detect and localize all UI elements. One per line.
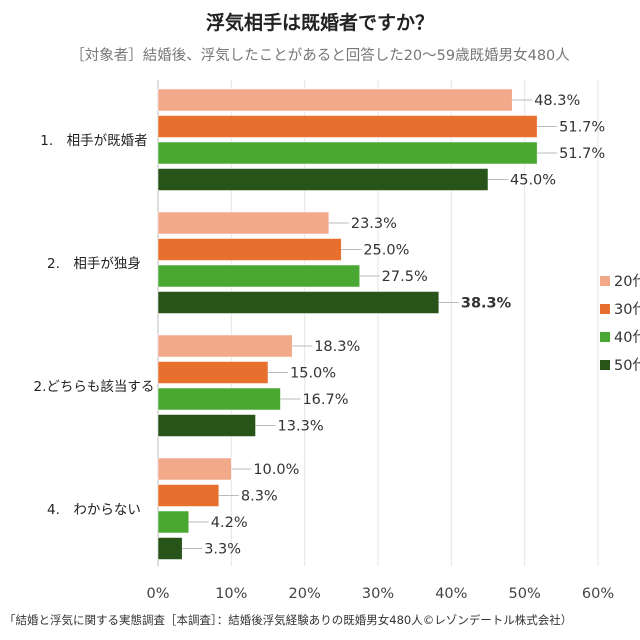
data-label: 3.3% <box>204 542 241 558</box>
category-label: 4. わからない <box>47 502 141 518</box>
bar <box>157 141 538 165</box>
data-label: 51.7% <box>559 146 605 162</box>
x-tick-label: 50% <box>509 586 541 602</box>
x-tick-label: 30% <box>362 586 394 602</box>
bar <box>157 457 232 481</box>
bar <box>157 510 190 534</box>
bar <box>157 537 183 560</box>
data-label: 23.3% <box>351 216 397 232</box>
data-label: 25.0% <box>363 243 409 259</box>
bar <box>157 414 256 437</box>
bar <box>157 361 269 384</box>
x-tick-label: 20% <box>289 586 321 602</box>
source-note: 「結婚と浮気に関する実態調査［本調査］：結婚後浮気経験ありの既婚男女480人©レ… <box>4 613 573 627</box>
bar <box>157 387 281 411</box>
bar <box>157 115 538 138</box>
bar <box>157 238 342 261</box>
bar <box>157 291 440 314</box>
data-label: 38.3% <box>461 296 512 312</box>
bar <box>157 334 293 358</box>
chart-subtitle: ［対象者］結婚後、浮気したことがあると回答した20～59歳既婚男女480人 <box>70 48 570 64</box>
data-label: 13.3% <box>278 419 324 435</box>
chart-title: 浮気相手は既婚者ですか？ <box>205 12 434 34</box>
bar <box>157 211 330 235</box>
category-label: 1. 相手が既婚者 <box>40 133 147 149</box>
legend-swatch <box>600 276 610 286</box>
data-label: 45.0% <box>510 173 556 189</box>
bar <box>157 168 489 191</box>
legend-label: 40代 <box>614 329 640 346</box>
data-label: 4.2% <box>211 515 248 531</box>
x-tick-label: 0% <box>146 586 169 602</box>
data-label: 51.7% <box>559 120 605 136</box>
bar <box>157 484 220 507</box>
bar <box>157 88 513 112</box>
x-tick-label: 60% <box>582 586 614 602</box>
category-label: 2.どちらも該当する <box>34 379 155 395</box>
legend-swatch <box>600 304 610 314</box>
category-label: 2. 相手が独身 <box>47 256 141 272</box>
data-label: 16.7% <box>302 392 348 408</box>
legend-label: 30代 <box>614 301 640 318</box>
data-label: 10.0% <box>253 462 299 478</box>
data-label: 18.3% <box>314 339 360 355</box>
data-label: 27.5% <box>382 269 428 285</box>
legend-swatch <box>600 332 610 342</box>
data-label: 15.0% <box>290 366 336 382</box>
legend-label: 50代 <box>614 357 640 374</box>
bar <box>157 264 360 288</box>
x-tick-label: 40% <box>435 586 467 602</box>
data-label: 8.3% <box>241 489 278 505</box>
data-label: 48.3% <box>534 93 580 109</box>
x-tick-label: 10% <box>215 586 247 602</box>
legend-label: 20代 <box>614 273 640 290</box>
legend-swatch <box>600 360 610 370</box>
